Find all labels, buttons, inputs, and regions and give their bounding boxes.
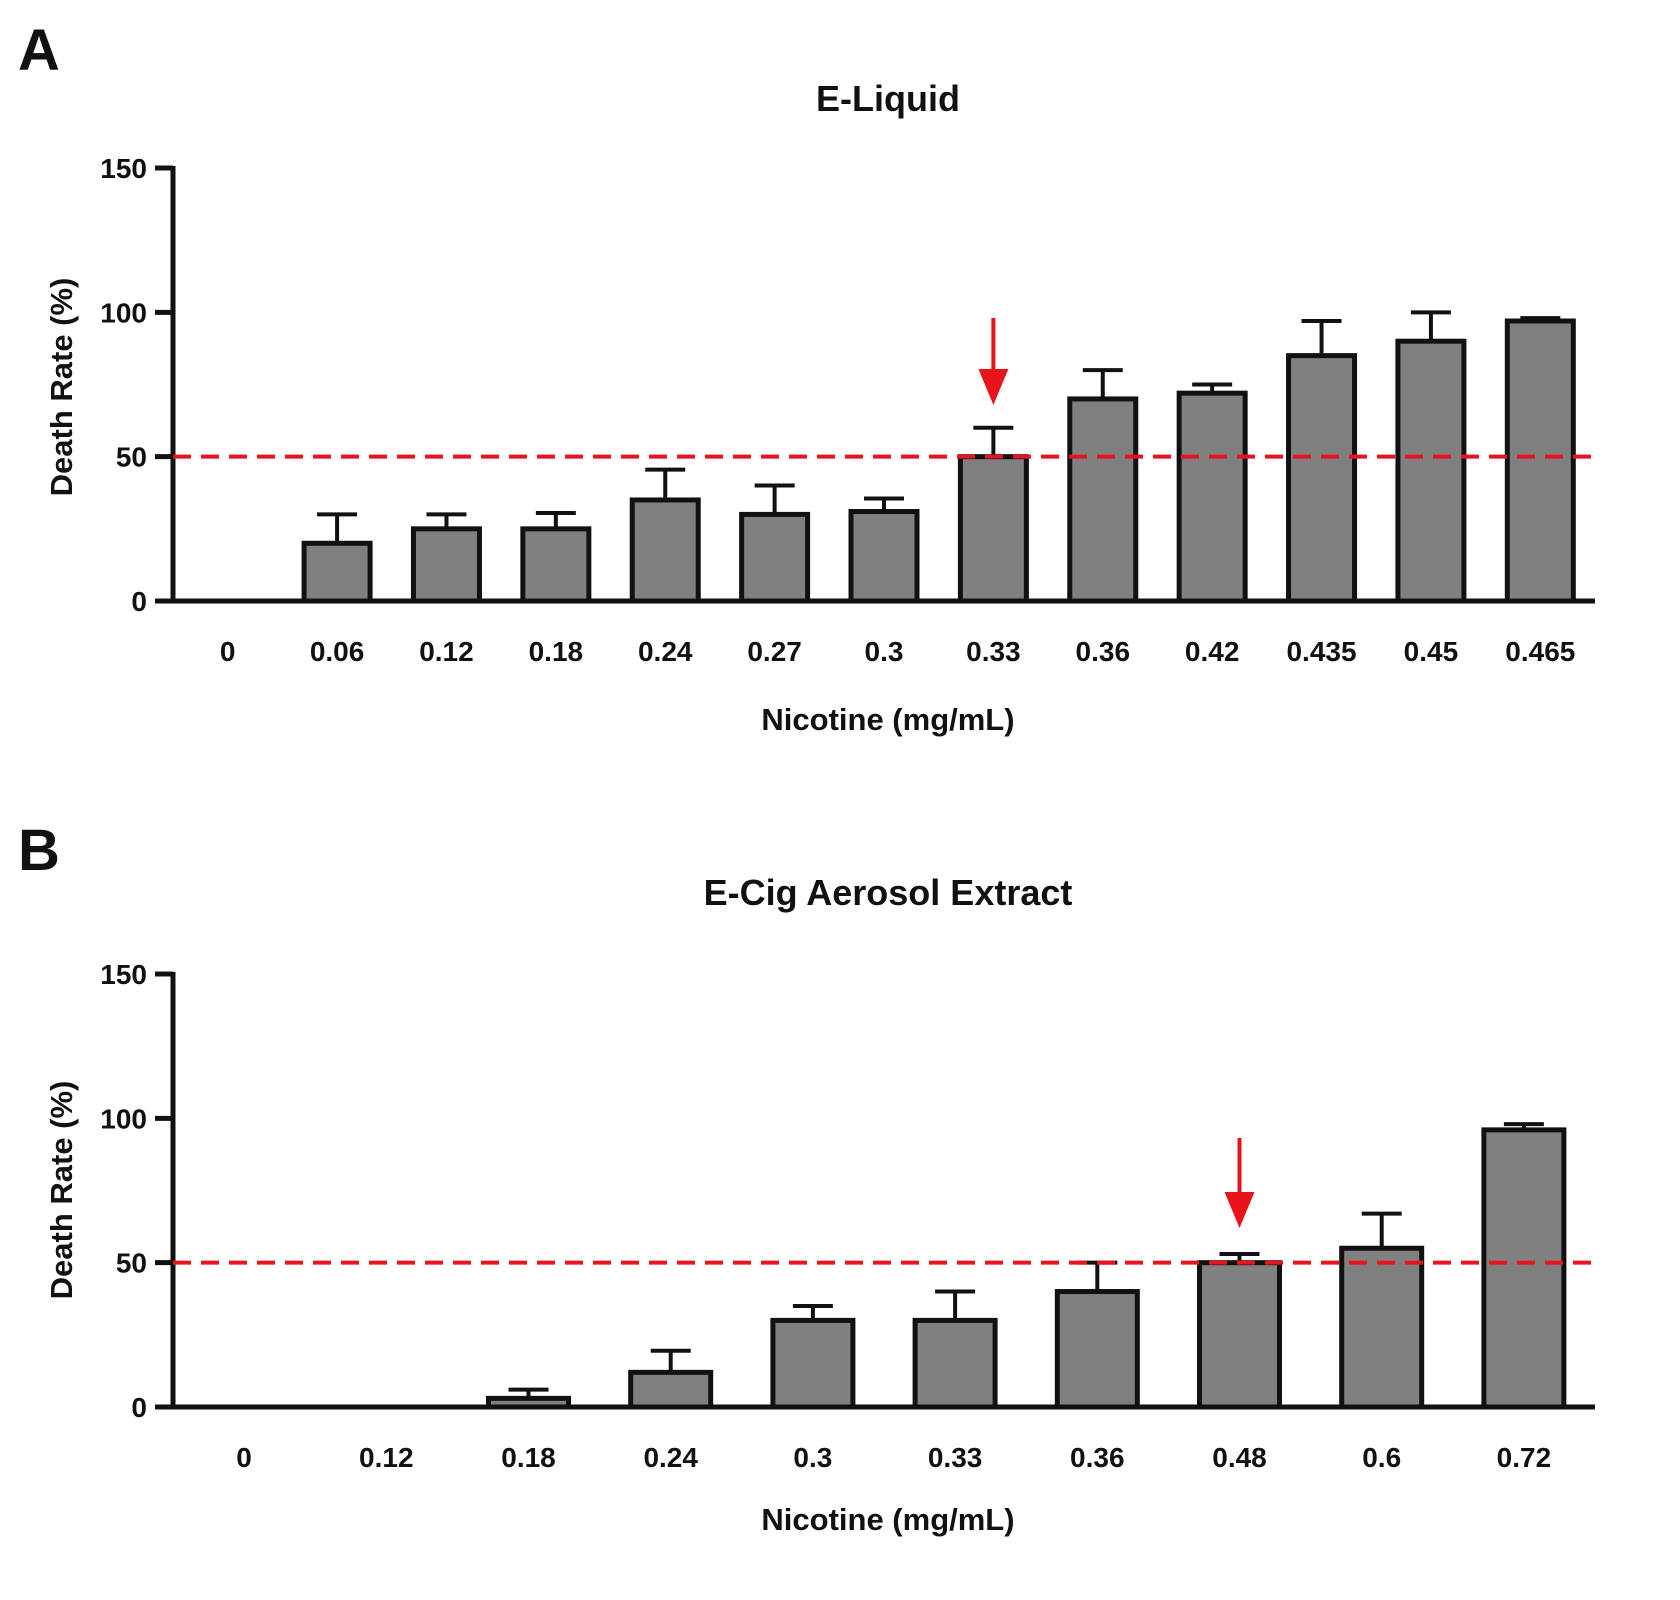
x-tick-label: 0 [220,636,236,667]
plot-area: 0 50 100 150 0 0.06 0.12 0.18 0.24 0.27 0.3 0.33 0.3… [100,153,1595,667]
y-axis-label: Death Rate (%) [44,278,79,497]
x-tick-label: 0.33 [966,636,1021,667]
bar [912,1317,998,1410]
chart-title: E-Cig Aerosol Extract [704,872,1073,913]
y-axis-label: Death Rate (%) [44,1081,79,1300]
x-tick-label: 0.72 [1497,1442,1552,1473]
panel-label: B [18,818,60,883]
bar [1054,1289,1140,1410]
x-tick-label: 0.3 [865,636,904,667]
x-tick-label: 0.18 [501,1442,556,1473]
y-tick-label: 0 [131,586,147,617]
panel-b: B E-Cig Aerosol Extract Death Rate (%) N… [0,800,1680,1600]
bar [1339,1245,1425,1410]
x-tick-label: 0.3 [793,1442,832,1473]
y-tick-label: 0 [131,1392,147,1423]
y-tick-label: 150 [100,959,147,990]
bar [628,1369,714,1410]
bar [1176,390,1248,604]
x-axis-label: Nicotine (mg/mL) [761,1502,1014,1537]
plot-area: 0 50 100 150 0 0.12 0.18 0.24 0.3 0.33 0.36 0.48 0.6… [100,959,1595,1473]
bar [629,497,701,604]
bar [301,540,373,604]
x-tick-label: 0.42 [1185,636,1240,667]
red-arrow-icon [1224,1138,1255,1228]
bar [1286,353,1358,604]
bar [1197,1260,1282,1410]
y-tick-label: 150 [100,153,147,184]
bar [1481,1127,1567,1410]
y-tick-label: 50 [116,1248,147,1279]
x-tick-label: 0.48 [1212,1442,1267,1473]
x-tick-label: 0.18 [529,636,584,667]
y-tick-label: 50 [116,442,147,473]
x-tick-label: 0.12 [419,636,474,667]
bar [410,526,482,604]
bar [1504,318,1576,604]
x-tick-label: 0.27 [747,636,802,667]
arrow-head [1224,1192,1255,1228]
x-tick-label: 0.36 [1070,1442,1125,1473]
chart-e-liquid: A E-Liquid Death Rate (%) Nicotine (mg/m… [18,18,1595,737]
panel-a: A E-Liquid Death Rate (%) Nicotine (mg/m… [18,18,1595,737]
y-tick-label: 100 [100,1103,147,1134]
x-tick-label: 0.24 [638,636,693,667]
bar [770,1317,856,1410]
x-tick-label: 0.36 [1076,636,1131,667]
bar [1067,396,1139,604]
x-tick-label: 0.435 [1286,636,1356,667]
x-tick-label: 0.33 [928,1442,983,1473]
bar [520,526,592,604]
chart-e-cig-aerosol-extract: B E-Cig Aerosol Extract Death Rate (%) N… [18,818,1595,1537]
x-axis-label: Nicotine (mg/mL) [761,702,1014,737]
red-arrow-icon [978,318,1009,405]
bar [957,454,1029,604]
x-tick-label: 0.6 [1362,1442,1401,1473]
arrow-head [978,369,1009,405]
x-tick-label: 0.45 [1404,636,1459,667]
bar [848,509,920,604]
panel-label: A [18,18,60,83]
x-tick-label: 0.24 [643,1442,698,1473]
bar [1395,338,1467,604]
y-tick-label: 100 [100,297,147,328]
bar [739,511,811,604]
x-tick-label: 0.465 [1505,636,1575,667]
x-tick-label: 0 [236,1442,252,1473]
chart-title: E-Liquid [816,78,960,119]
x-tick-label: 0.12 [359,1442,414,1473]
x-tick-label: 0.06 [310,636,365,667]
